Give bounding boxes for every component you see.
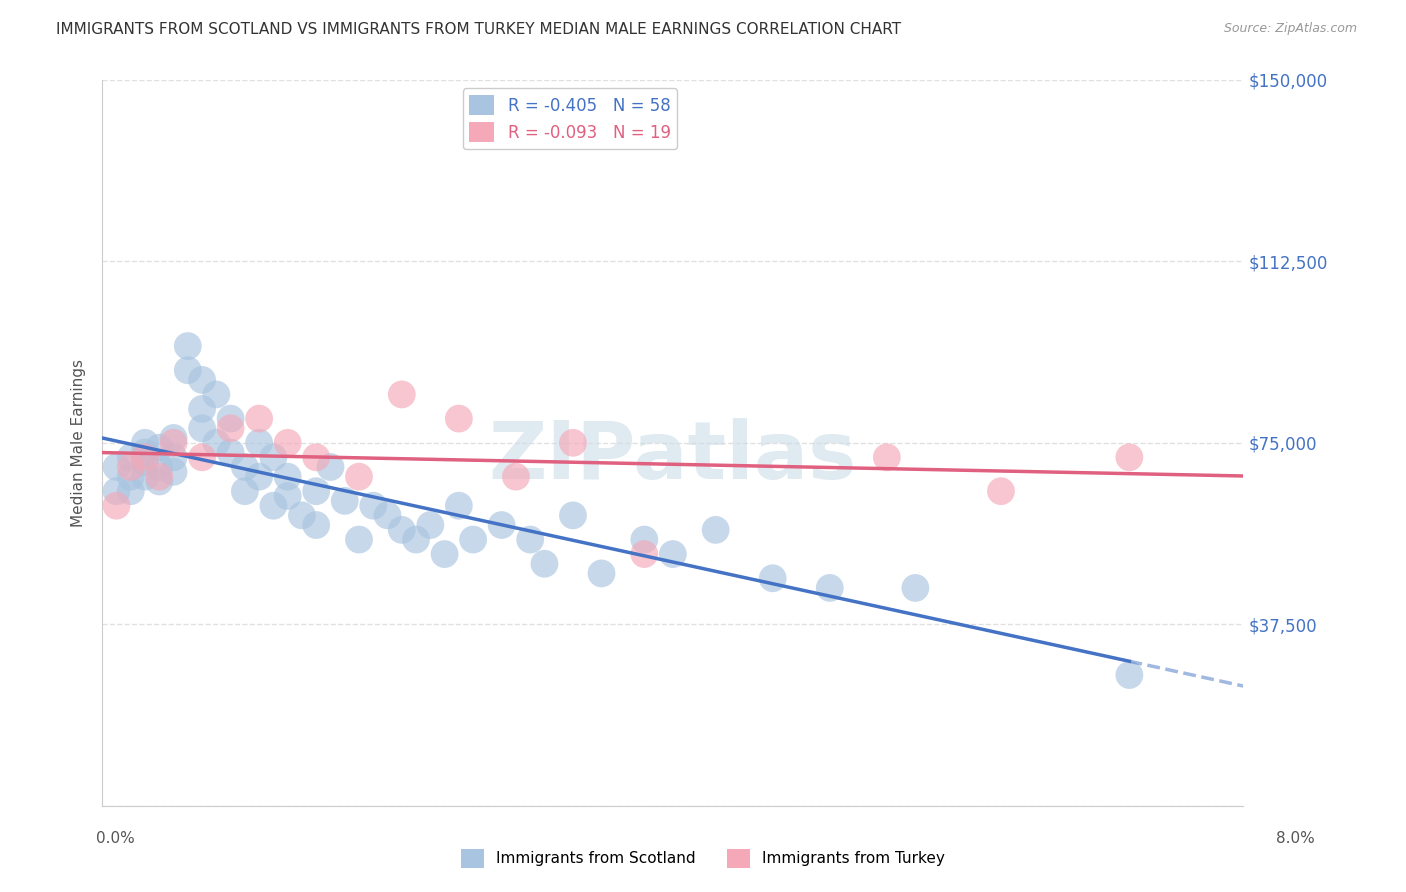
Point: [120, 460, 142, 475]
Point: [105, 499, 128, 513]
Point: [447, 411, 470, 425]
Point: [704, 523, 727, 537]
Point: [876, 450, 898, 465]
Point: [162, 431, 184, 445]
Point: [433, 547, 456, 561]
Point: [562, 435, 585, 450]
Point: [247, 411, 270, 425]
Point: [405, 533, 427, 547]
Legend: R = -0.405   N = 58, R = -0.093   N = 19: R = -0.405 N = 58, R = -0.093 N = 19: [463, 88, 678, 149]
Point: [120, 450, 142, 465]
Point: [148, 475, 170, 489]
Point: [562, 508, 585, 523]
Point: [591, 566, 613, 581]
Point: [377, 508, 399, 523]
Point: [205, 387, 228, 401]
Point: [277, 435, 299, 450]
Point: [305, 450, 328, 465]
Point: [177, 363, 200, 377]
Point: [120, 484, 142, 499]
Point: [191, 401, 214, 416]
Point: [262, 499, 284, 513]
Point: [277, 469, 299, 483]
Point: [361, 499, 384, 513]
Point: [219, 445, 242, 459]
Point: [818, 581, 841, 595]
Y-axis label: Median Male Earnings: Median Male Earnings: [72, 359, 86, 527]
Text: 0.0%: 0.0%: [96, 831, 135, 846]
Point: [162, 435, 184, 450]
Point: [105, 460, 128, 475]
Point: [191, 373, 214, 387]
Point: [148, 460, 170, 475]
Point: [191, 421, 214, 435]
Point: [134, 469, 156, 483]
Point: [519, 533, 541, 547]
Text: IMMIGRANTS FROM SCOTLAND VS IMMIGRANTS FROM TURKEY MEDIAN MALE EARNINGS CORRELAT: IMMIGRANTS FROM SCOTLAND VS IMMIGRANTS F…: [56, 22, 901, 37]
Point: [162, 465, 184, 479]
Point: [990, 484, 1012, 499]
Point: [134, 435, 156, 450]
Point: [347, 469, 370, 483]
Point: [262, 450, 284, 465]
Point: [205, 435, 228, 450]
Point: [1118, 450, 1140, 465]
Point: [662, 547, 685, 561]
Point: [233, 460, 256, 475]
Point: [904, 581, 927, 595]
Point: [291, 508, 314, 523]
Point: [419, 518, 441, 533]
Point: [762, 571, 785, 585]
Point: [305, 484, 328, 499]
Point: [333, 494, 356, 508]
Point: [391, 387, 413, 401]
Text: 8.0%: 8.0%: [1275, 831, 1315, 846]
Point: [447, 499, 470, 513]
Point: [505, 469, 527, 483]
Point: [134, 450, 156, 465]
Legend: Immigrants from Scotland, Immigrants from Turkey: Immigrants from Scotland, Immigrants fro…: [456, 843, 950, 873]
Point: [219, 421, 242, 435]
Point: [463, 533, 485, 547]
Point: [491, 518, 513, 533]
Point: [219, 411, 242, 425]
Point: [134, 445, 156, 459]
Point: [148, 441, 170, 455]
Point: [148, 469, 170, 483]
Point: [247, 435, 270, 450]
Point: [105, 484, 128, 499]
Point: [347, 533, 370, 547]
Point: [1118, 668, 1140, 682]
Text: ZIPatlas: ZIPatlas: [489, 418, 858, 496]
Point: [305, 518, 328, 533]
Point: [120, 469, 142, 483]
Point: [533, 557, 555, 571]
Point: [277, 489, 299, 503]
Point: [233, 484, 256, 499]
Point: [177, 339, 200, 353]
Point: [319, 460, 342, 475]
Point: [633, 533, 655, 547]
Text: Source: ZipAtlas.com: Source: ZipAtlas.com: [1223, 22, 1357, 36]
Point: [247, 469, 270, 483]
Point: [633, 547, 655, 561]
Point: [134, 455, 156, 469]
Point: [191, 450, 214, 465]
Point: [162, 450, 184, 465]
Point: [391, 523, 413, 537]
